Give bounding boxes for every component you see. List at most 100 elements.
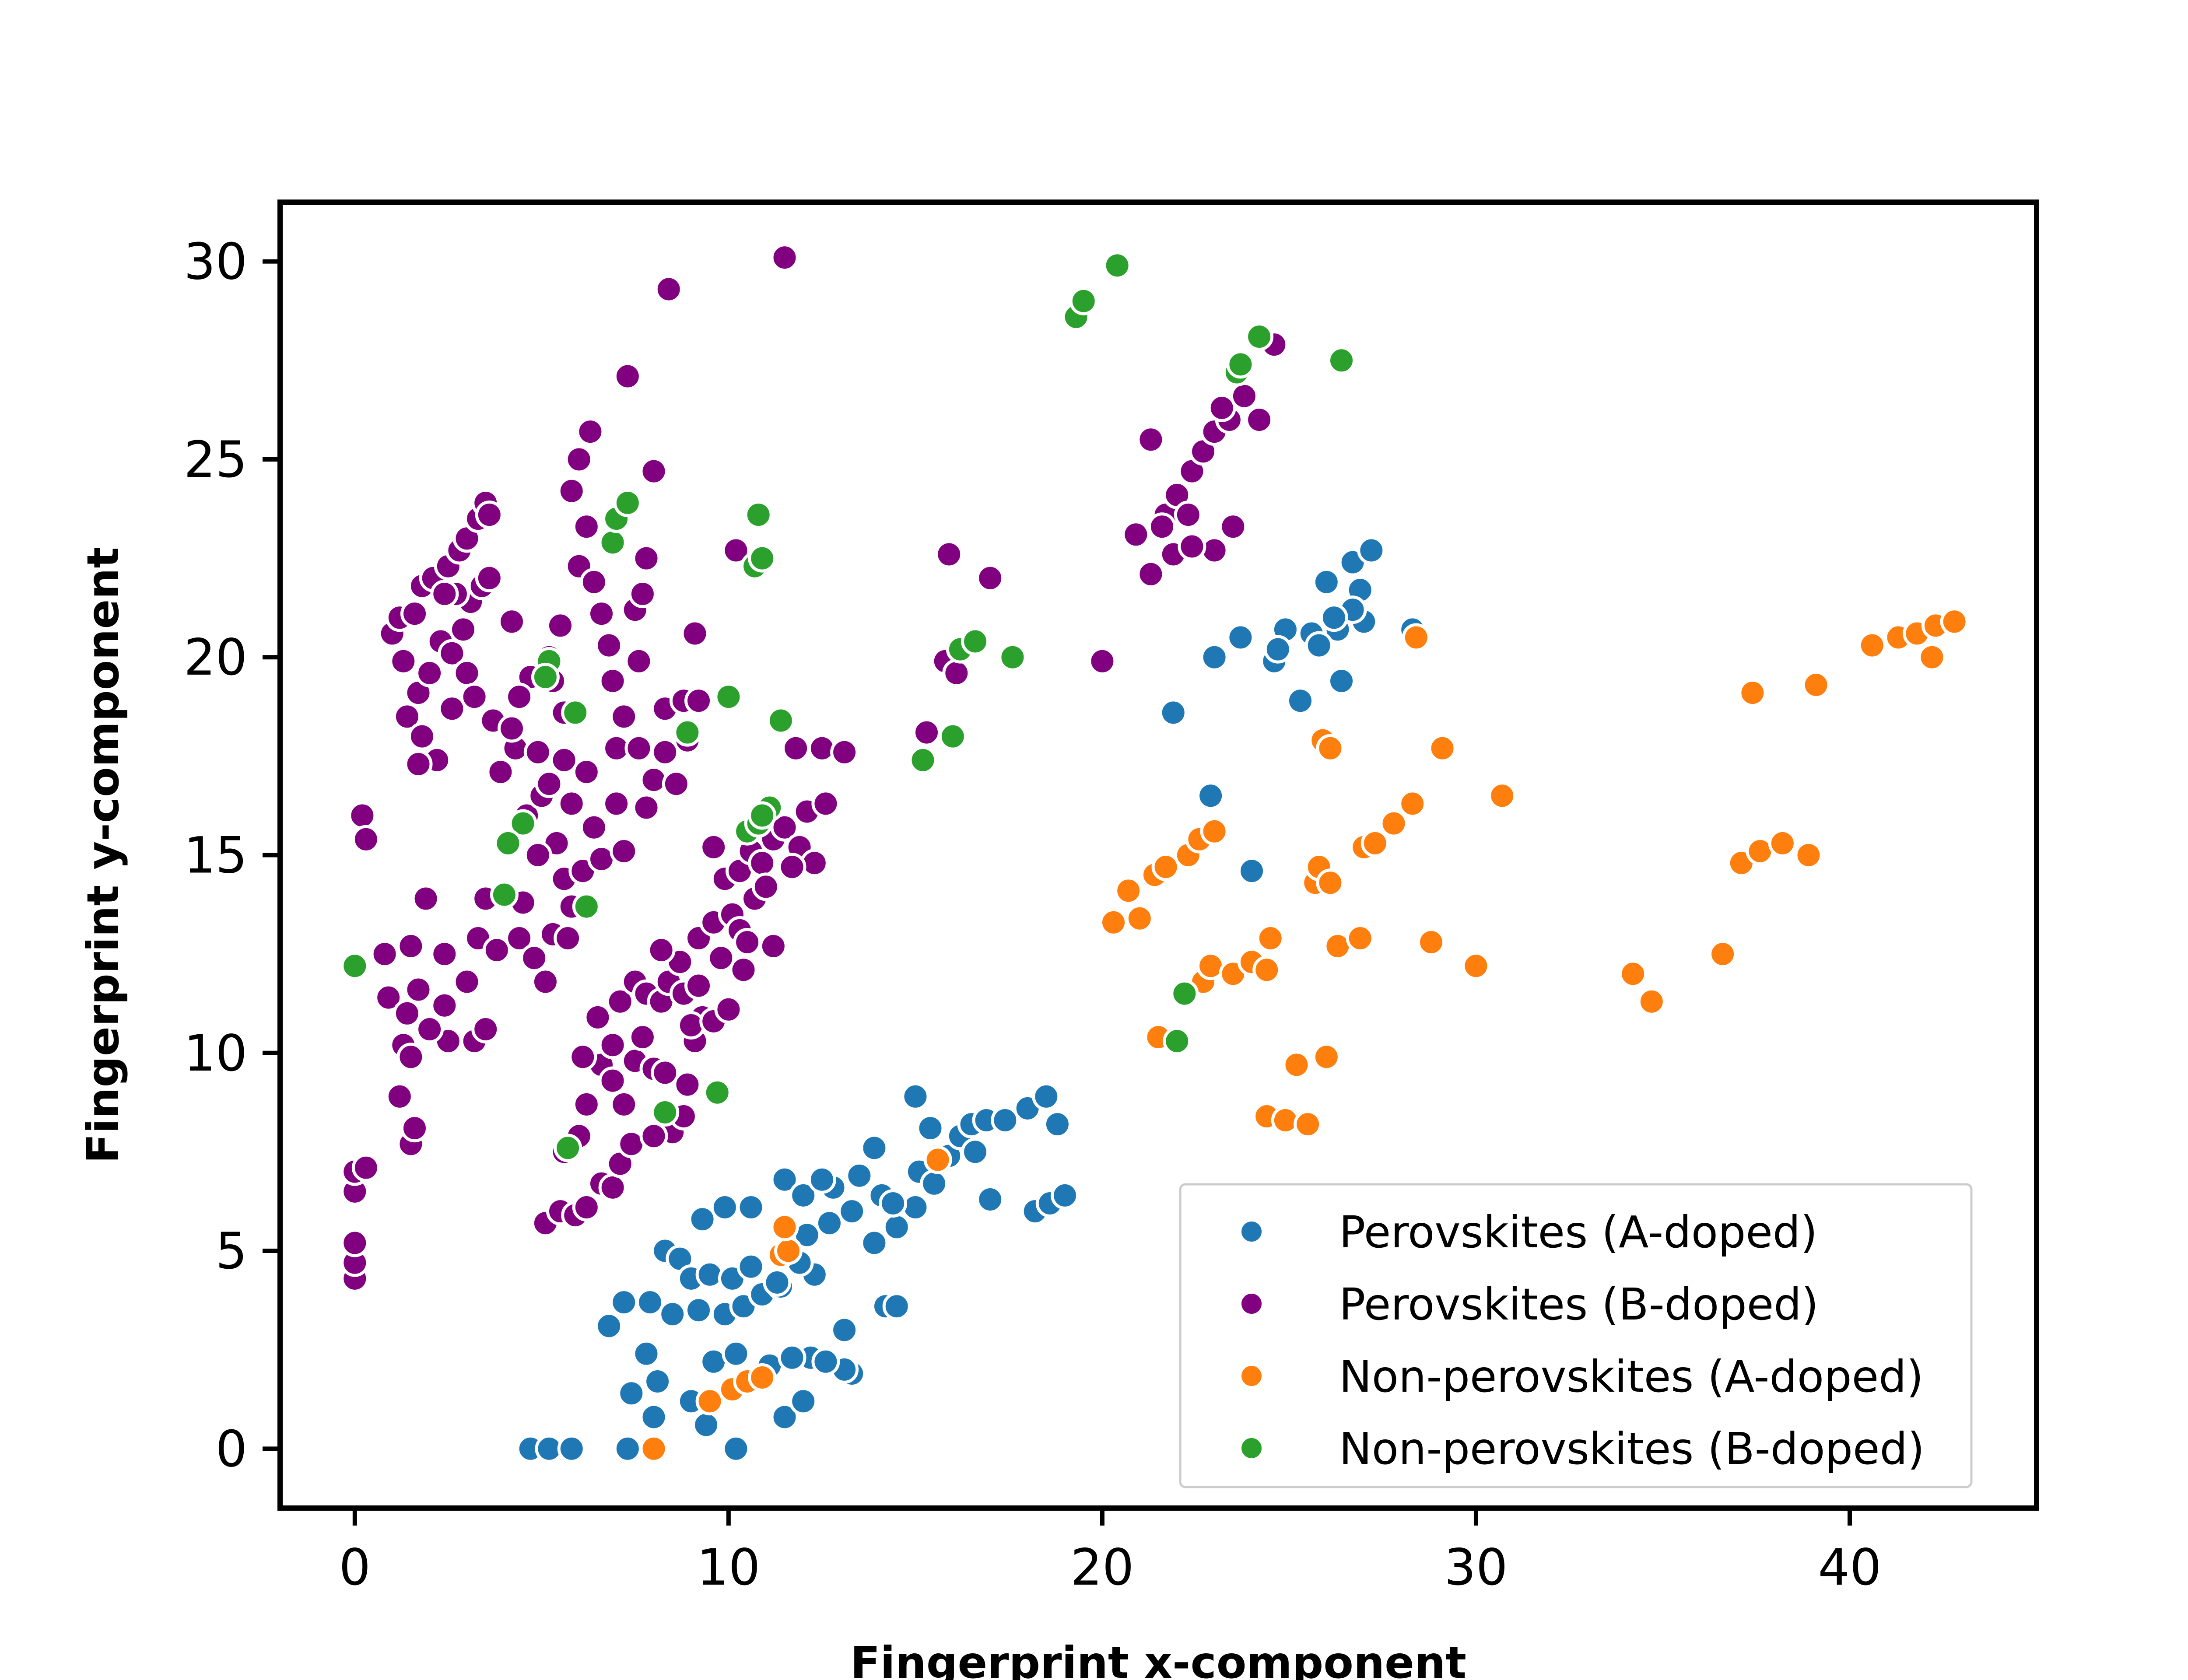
- series-2-point: [624, 734, 653, 763]
- series-2-point: [770, 243, 799, 272]
- series-3-point: [1794, 841, 1823, 869]
- series-3-point: [1768, 829, 1797, 858]
- series-4-point: [1170, 979, 1199, 1008]
- series-2-point: [662, 770, 691, 798]
- series-2-point: [598, 1173, 627, 1202]
- series-3-point: [1940, 607, 1969, 636]
- series-2-point: [714, 995, 743, 1024]
- series-2-point: [647, 936, 676, 965]
- series-3-point: [1294, 1110, 1322, 1139]
- series-1-point: [838, 1197, 866, 1226]
- series-2-point: [1178, 532, 1206, 561]
- series-3-point: [1312, 1043, 1341, 1071]
- series-1-point: [976, 1185, 1005, 1214]
- series-4-point: [766, 706, 795, 735]
- series-2-point: [1245, 406, 1274, 434]
- series-2-point: [546, 611, 575, 640]
- series-1-point: [636, 1288, 664, 1317]
- series-4-point: [572, 892, 601, 921]
- series-2-point: [1148, 512, 1176, 541]
- legend-label: Perovskites (B-doped): [1339, 1279, 1819, 1330]
- series-1-point: [920, 1169, 949, 1198]
- series-2-point: [830, 738, 859, 766]
- series-2-point: [438, 639, 466, 668]
- series-2-point: [475, 564, 504, 592]
- series-2-point: [579, 567, 608, 596]
- series-1-point: [1051, 1181, 1079, 1210]
- series-1-point: [991, 1106, 1020, 1134]
- series-3-point: [1256, 924, 1285, 952]
- series-2-point: [400, 599, 429, 628]
- series-2-point: [610, 702, 638, 731]
- series-1-point: [1032, 1082, 1061, 1111]
- series-1-point: [1196, 781, 1225, 810]
- series-2-point: [684, 686, 713, 715]
- series-3-point: [1360, 829, 1389, 858]
- series-1-point: [710, 1193, 739, 1222]
- series-2-point: [340, 1228, 369, 1257]
- series-3-point: [1282, 1050, 1311, 1079]
- series-2-point: [572, 1090, 601, 1119]
- series-2-point: [680, 619, 709, 648]
- series-1-point: [1319, 603, 1348, 632]
- series-2-point: [557, 789, 586, 818]
- series-3-point: [770, 1213, 799, 1242]
- series-2-point: [415, 658, 444, 687]
- series-4-point: [554, 1134, 582, 1162]
- series-2-point: [651, 738, 680, 766]
- series-2-point: [438, 694, 466, 723]
- y-tick-label: 20: [184, 628, 247, 686]
- series-2-point: [505, 924, 534, 952]
- series-1-point: [632, 1339, 661, 1368]
- series-2-point: [598, 667, 627, 695]
- series-2-point: [613, 362, 642, 391]
- series-2-point: [396, 932, 425, 960]
- series-2-point: [610, 837, 638, 865]
- series-2-point: [748, 849, 777, 878]
- series-2-point: [1207, 393, 1236, 422]
- series-2-point: [393, 702, 421, 731]
- series-3-point: [695, 1387, 724, 1416]
- series-1-point: [815, 1209, 844, 1238]
- series-2-point: [912, 718, 941, 747]
- series-2-point: [385, 1082, 414, 1111]
- series-1-point: [882, 1292, 911, 1321]
- series-2-point: [935, 540, 964, 569]
- x-tick-label: 10: [697, 1538, 760, 1596]
- x-tick-label: 40: [1818, 1538, 1881, 1596]
- series-4-point: [1103, 251, 1132, 280]
- series-1-point: [736, 1252, 765, 1281]
- series-2-point: [628, 580, 657, 608]
- series-2-point: [639, 1122, 668, 1151]
- series-2-point: [411, 884, 440, 913]
- series-2-point: [568, 1043, 597, 1071]
- series-1-point: [770, 1403, 799, 1432]
- series-1-point: [830, 1316, 859, 1344]
- series-3-point: [1417, 928, 1445, 956]
- series-2-point: [396, 1043, 425, 1071]
- series-2-point: [523, 738, 552, 766]
- series-4-point: [908, 746, 937, 774]
- series-3-point: [1619, 959, 1648, 988]
- series-2-point: [1136, 425, 1165, 454]
- series-2-point: [751, 872, 780, 901]
- series-2-point: [1122, 520, 1150, 549]
- series-2-point: [351, 1153, 380, 1182]
- series-4-point: [651, 1098, 680, 1127]
- series-1-point: [613, 1434, 642, 1463]
- series-1-point: [882, 1213, 911, 1242]
- series-4-point: [744, 500, 773, 529]
- series-2-point: [976, 564, 1005, 592]
- y-tick-label: 0: [215, 1420, 247, 1478]
- series-2-point: [460, 682, 489, 711]
- series-2-point: [452, 658, 481, 687]
- legend-entries: Perovskites (A-doped) Perovskites (B-dope…: [1239, 1207, 1925, 1474]
- series-1-point: [595, 1312, 624, 1340]
- series-1-point: [1263, 635, 1292, 664]
- series-1-point: [901, 1082, 930, 1111]
- series-2-point: [1174, 500, 1203, 529]
- series-1-point: [770, 1165, 799, 1194]
- series-3-point: [1398, 789, 1427, 818]
- series-1-point: [1043, 1110, 1072, 1139]
- series-3-point: [1738, 679, 1767, 707]
